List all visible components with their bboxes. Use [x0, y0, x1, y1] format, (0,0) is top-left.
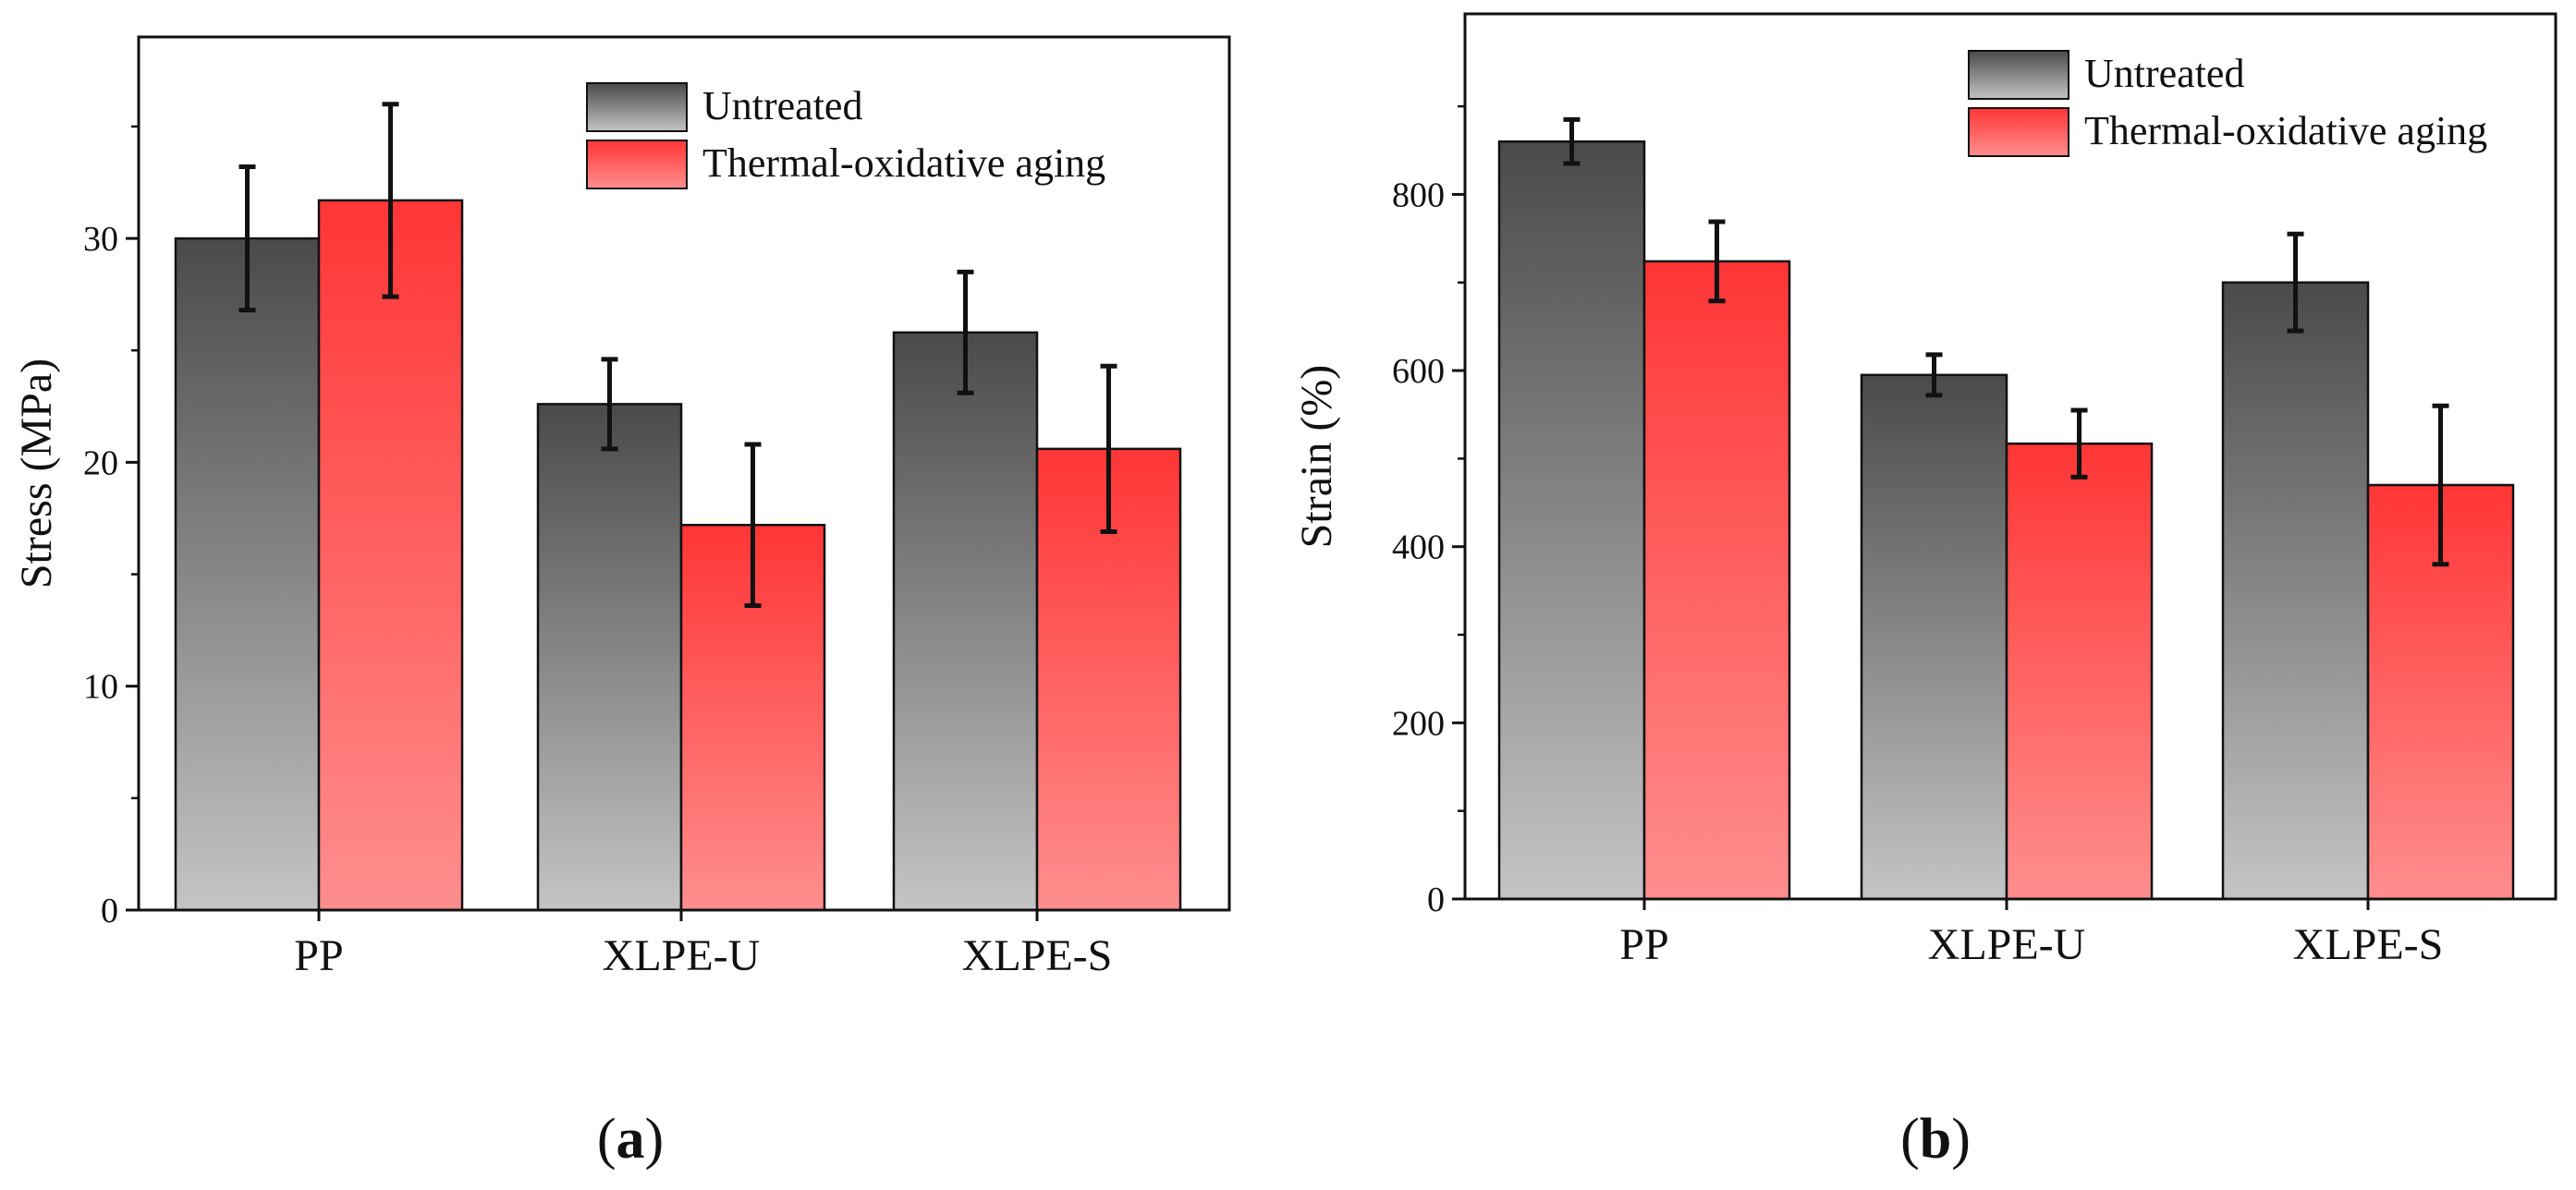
plot-frame-a: [137, 35, 1231, 912]
chart-a: 0 10 20 30 PP XLPE-U XLPE-S Stress (MPa) Untreat…: [12, 35, 1231, 980]
legend-swatch-b-0: [1968, 50, 2069, 100]
panel-label-b: (b): [1900, 1108, 1971, 1171]
legend-label-b-1: Thermal-oxidative aging: [2084, 108, 2487, 153]
legend-swatch-a-1: [586, 140, 688, 189]
bar-b-untreated-pp: [1497, 140, 1646, 901]
x-category-label-a-pp: PP: [294, 931, 343, 980]
y-tick-label-b-0: 0: [1427, 880, 1445, 919]
y-tick-label-a-20: 20: [83, 443, 118, 482]
panel-label-a-letter: a: [617, 1108, 645, 1171]
y-tick-label-b-400: 400: [1392, 528, 1445, 567]
y-tick-label-b-200: 200: [1392, 704, 1445, 743]
panel-label-b-letter: b: [1920, 1108, 1951, 1171]
y-tick-label-b-600: 600: [1392, 352, 1445, 391]
bar-b-untreated-xlpe-s: [2221, 281, 2370, 901]
y-axis-title-b: Strain (%): [1292, 365, 1341, 549]
x-category-label-b-xlpe-s: XLPE-S: [2293, 920, 2444, 969]
y-axis-title-a: Stress (MPa): [12, 358, 61, 589]
panel-label-a-close: ): [645, 1108, 665, 1171]
bar-b-thermal-oxidative-aging-pp: [1642, 260, 1791, 901]
bar-b-untreated-xlpe-u: [1860, 373, 2008, 901]
x-category-label-a-xlpe-s: XLPE-S: [962, 931, 1113, 980]
panel-label-a: (a): [597, 1108, 664, 1171]
x-category-label-a-xlpe-u: XLPE-U: [603, 931, 761, 980]
panel-label-a-open: (: [597, 1108, 617, 1171]
bar-a-thermal-oxidative-aging-pp: [317, 199, 464, 912]
legend-label-b-0: Untreated: [2084, 51, 2244, 96]
panel-label-b-close: ): [1951, 1108, 1971, 1171]
y-tick-label-a-10: 10: [83, 668, 118, 707]
panel-label-b-open: (: [1900, 1108, 1920, 1171]
legend-label-a-1: Thermal-oxidative aging: [702, 140, 1105, 186]
plot-frame-b: [1463, 12, 2558, 901]
legend-label-a-0: Untreated: [702, 83, 862, 128]
bar-a-untreated-pp: [174, 237, 321, 912]
y-tick-label-b-800: 800: [1392, 176, 1445, 214]
bar-a-untreated-xlpe-u: [536, 403, 683, 912]
bar-b-thermal-oxidative-aging-xlpe-u: [2005, 442, 2154, 901]
x-category-label-b-xlpe-u: XLPE-U: [1928, 920, 2086, 969]
chart-b: 0 200 400 600 800 PP XLPE-U XLPE-S Strain (%) Unt…: [1292, 12, 2558, 969]
legend-swatch-b-1: [1968, 107, 2069, 157]
y-tick-label-a-30: 30: [83, 220, 118, 259]
bar-a-untreated-xlpe-s: [892, 331, 1039, 912]
x-category-label-b-pp: PP: [1619, 920, 1668, 969]
y-tick-label-a-0: 0: [101, 892, 118, 930]
legend-swatch-a-0: [586, 82, 688, 132]
